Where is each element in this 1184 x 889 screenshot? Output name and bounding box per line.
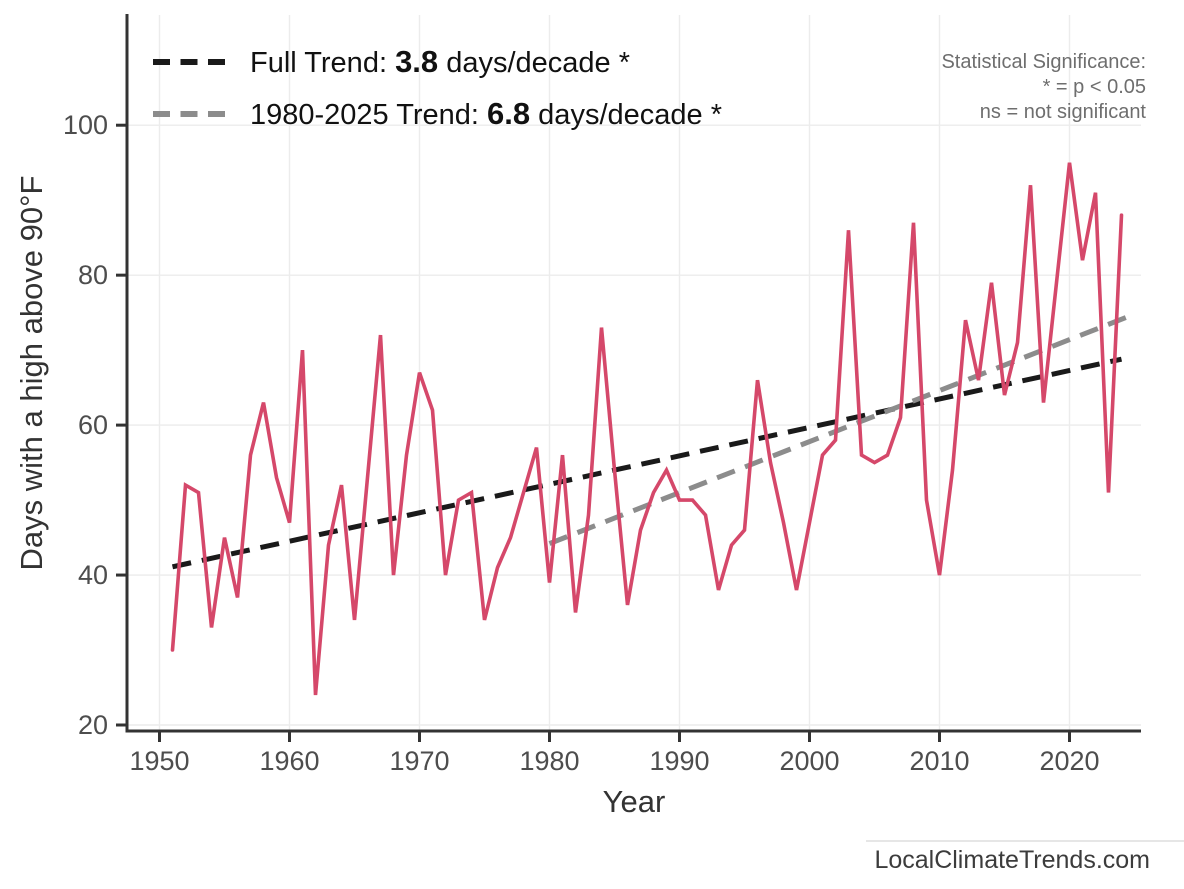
legend-full-trend-suffix: days/decade * [438, 47, 630, 79]
x-tick-marks [158, 731, 1071, 742]
legend-full-trend-label: Full Trend: 3.8 days/decade * [250, 44, 630, 79]
legend-full-trend-prefix: Full Trend: [250, 47, 395, 79]
significance-note-line-2: * = p < 0.05 [1043, 76, 1146, 98]
y-tick-label: 100 [63, 110, 108, 140]
x-tick-label: 2000 [779, 746, 839, 776]
legend: Full Trend: 3.8 days/decade * 1980-2025 … [153, 44, 722, 131]
y-tick-labels: 20 40 60 80 100 [63, 110, 108, 740]
x-tick-labels: 1950 1960 1970 1980 1990 2000 2010 2020 [129, 746, 1099, 776]
y-tick-label: 20 [78, 710, 108, 740]
significance-note: Statistical Significance: * = p < 0.05 n… [941, 51, 1146, 123]
legend-recent-trend-suffix: days/decade * [530, 99, 722, 131]
significance-note-line-1: Statistical Significance: [941, 51, 1146, 73]
legend-recent-trend-label: 1980-2025 Trend: 6.8 days/decade * [250, 96, 722, 131]
y-tick-marks [116, 123, 127, 727]
legend-recent-trend-prefix: 1980-2025 Trend: [250, 99, 487, 131]
recent-trend-line [548, 311, 1136, 546]
x-tick-label: 1980 [519, 746, 579, 776]
y-axis-title: Days with a high above 90°F [14, 176, 49, 571]
full-trend-line [171, 356, 1123, 570]
x-tick-label: 1990 [649, 746, 709, 776]
y-tick-label: 60 [78, 410, 108, 440]
x-tick-label: 1950 [129, 746, 189, 776]
y-tick-label: 40 [78, 560, 108, 590]
y-gridlines [127, 124, 1141, 726]
legend-recent-trend-value: 6.8 [487, 96, 530, 131]
legend-full-trend-value: 3.8 [395, 44, 438, 79]
significance-note-line-3: ns = not significant [980, 101, 1147, 123]
x-tick-label: 2020 [1039, 746, 1099, 776]
x-tick-label: 1970 [389, 746, 449, 776]
x-axis-title: Year [603, 784, 666, 819]
x-tick-label: 2010 [909, 746, 969, 776]
data-series-line [170, 162, 1124, 696]
watermark-text: LocalClimateTrends.com [874, 846, 1150, 874]
x-tick-label: 1960 [259, 746, 319, 776]
y-tick-label: 80 [78, 260, 108, 290]
